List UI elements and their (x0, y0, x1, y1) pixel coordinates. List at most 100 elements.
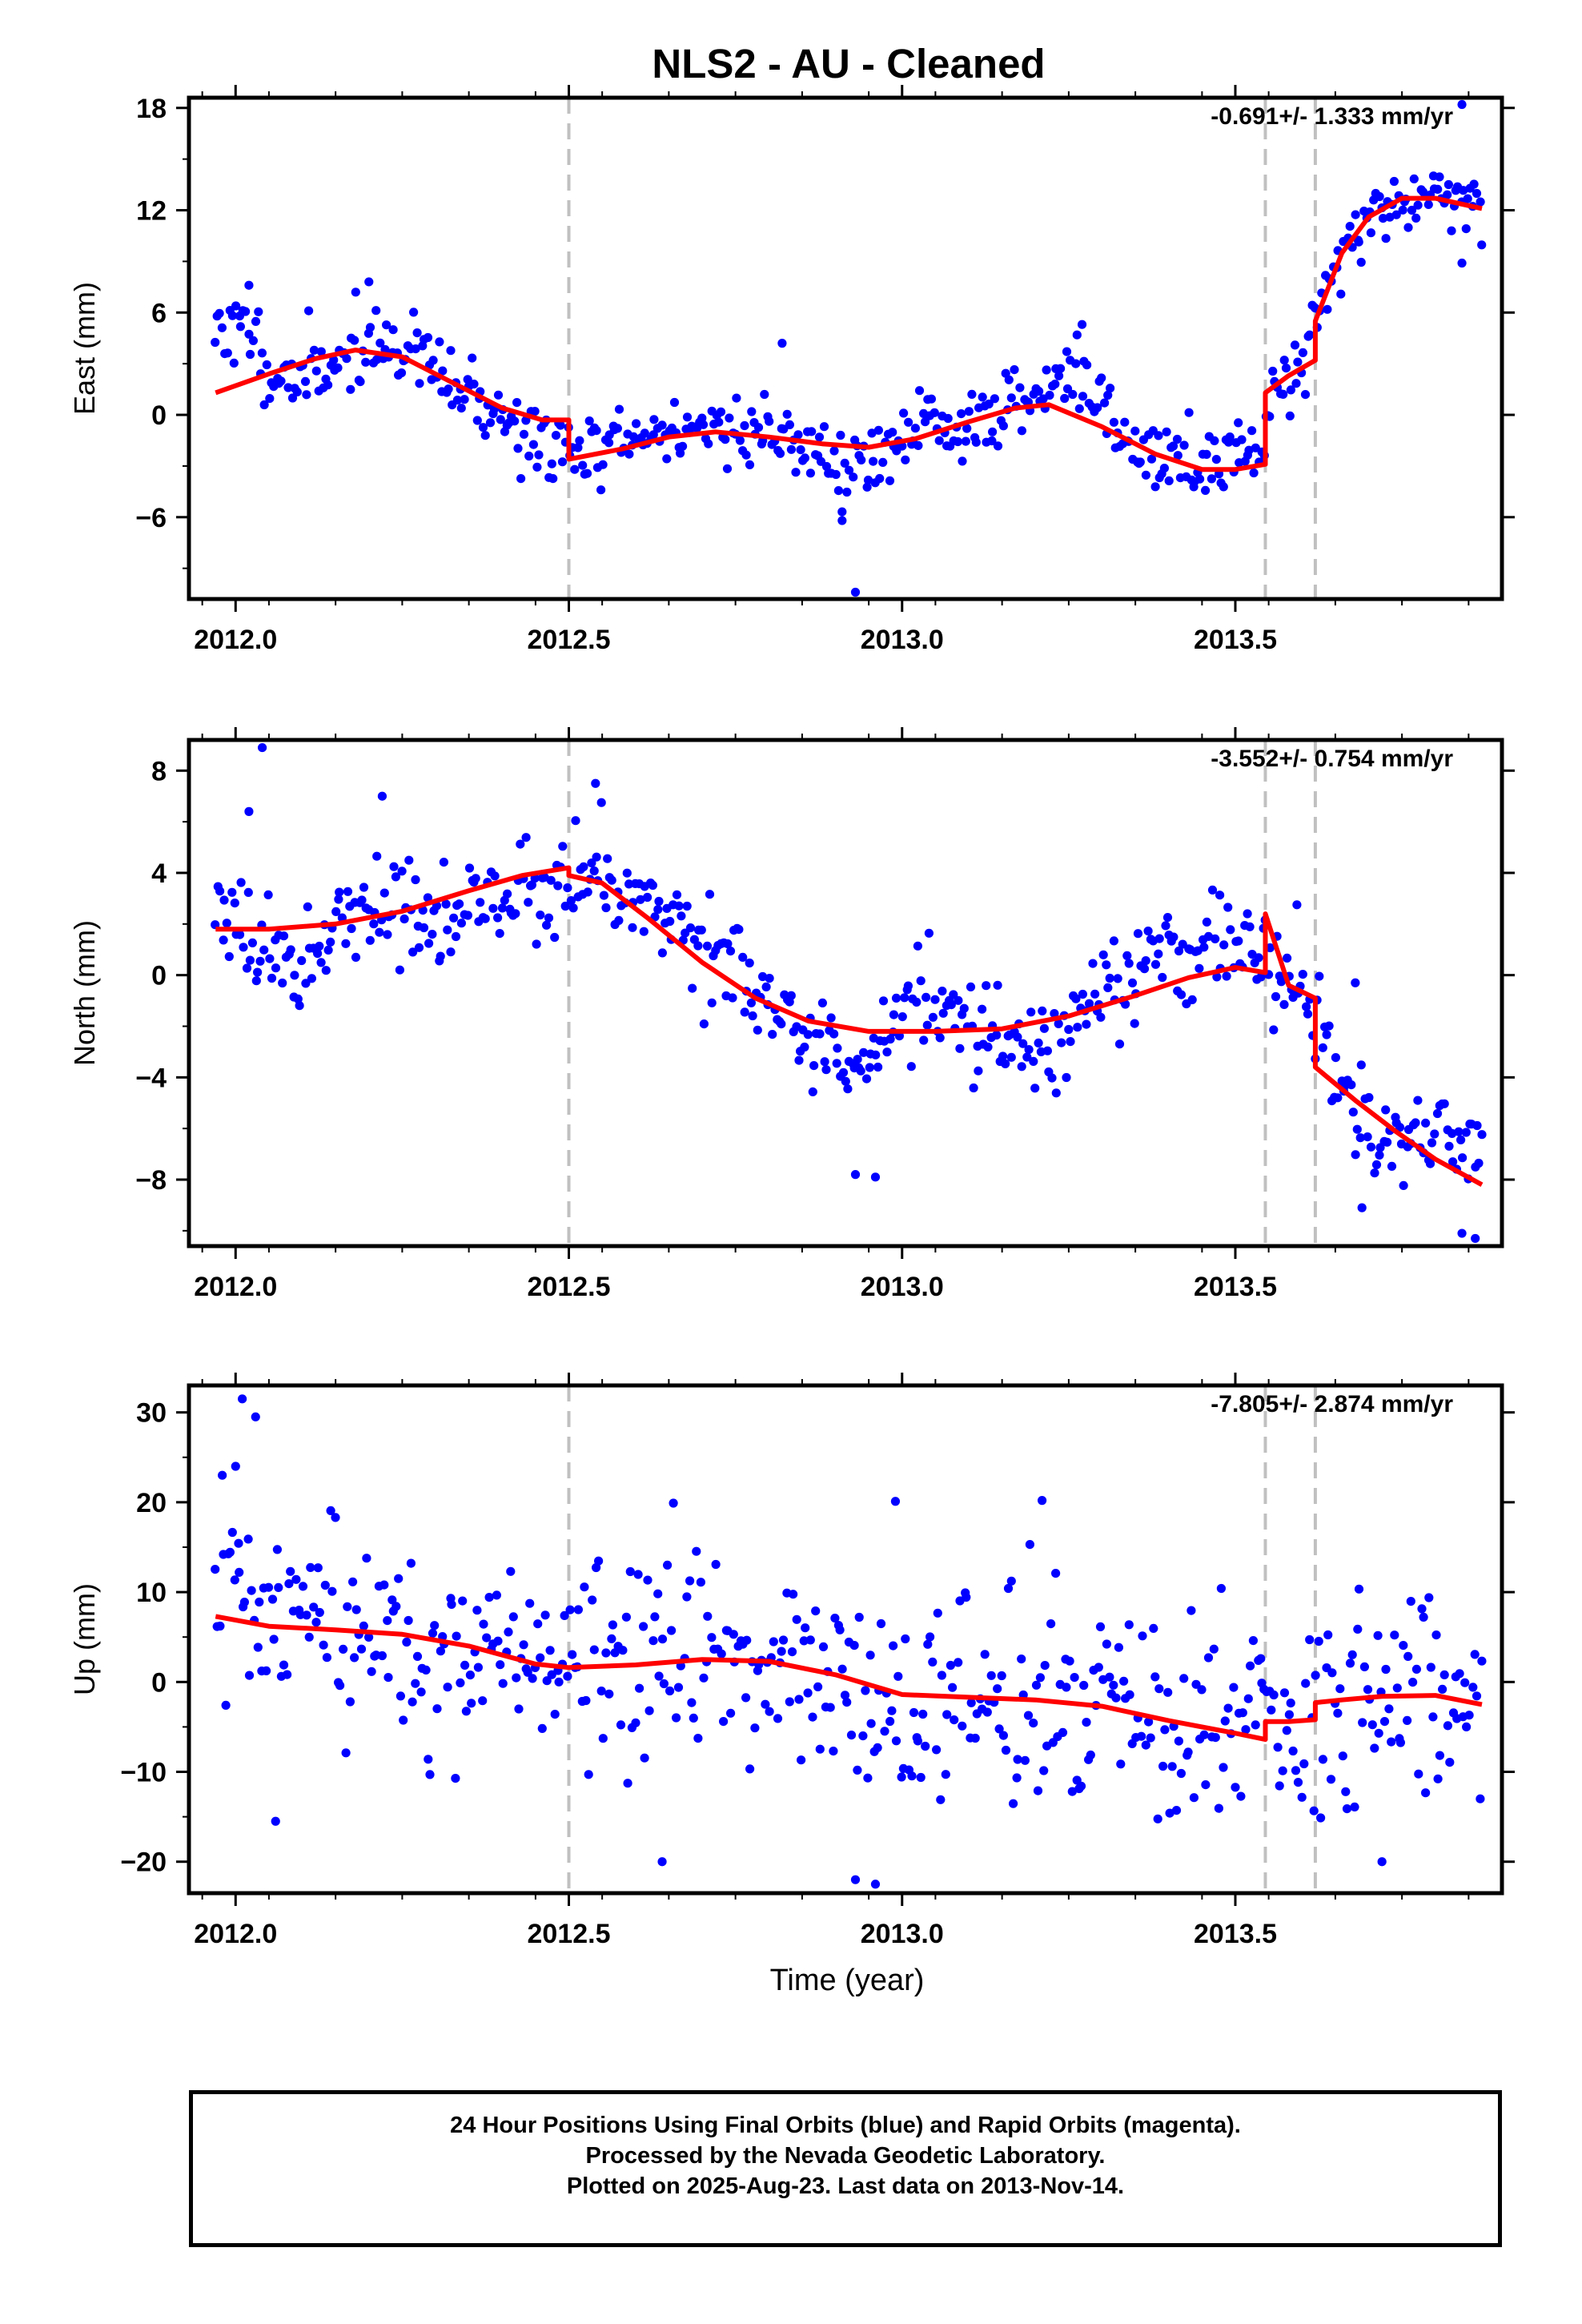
north-point (699, 1019, 709, 1029)
up-point (1282, 1726, 1291, 1735)
east-point (575, 436, 584, 445)
up-point (893, 1671, 903, 1681)
north-point (365, 935, 375, 945)
up-point (1342, 1804, 1352, 1814)
up-point (1345, 1659, 1355, 1668)
up-point (1171, 1806, 1182, 1815)
north-y-tick-label: 8 (151, 756, 167, 786)
up-point (458, 1596, 468, 1606)
up-point (815, 1744, 825, 1754)
north-point (803, 1030, 813, 1039)
up-point (1414, 1769, 1423, 1779)
north-point (1051, 1088, 1061, 1098)
up-point (1160, 1725, 1170, 1735)
east-point (292, 387, 302, 396)
north-point (674, 901, 684, 911)
east-point (211, 337, 220, 348)
up-point (665, 1686, 675, 1696)
up-point (1347, 1650, 1357, 1659)
north-point (1013, 1032, 1022, 1042)
north-point (596, 798, 606, 807)
north-point (550, 932, 560, 943)
up-point (274, 1582, 283, 1592)
north-point (331, 907, 341, 916)
north-point (982, 981, 991, 991)
north-point (571, 816, 580, 826)
north-point (267, 973, 277, 983)
north-point (1001, 1059, 1010, 1068)
north-point (921, 992, 931, 1002)
north-point (745, 958, 754, 968)
up-point (1341, 1787, 1351, 1796)
north-point (992, 1030, 1002, 1040)
up-point (1012, 1773, 1022, 1783)
up-point (1058, 1727, 1068, 1737)
north-point (1356, 1060, 1366, 1070)
east-point (1279, 356, 1289, 365)
up-point (1062, 1683, 1071, 1692)
up-point (1116, 1759, 1126, 1769)
north-point (1457, 1228, 1467, 1238)
up-point (1354, 1584, 1364, 1594)
up-point (933, 1608, 942, 1618)
east-point (777, 339, 787, 348)
up-point (1462, 1722, 1472, 1731)
north-point (323, 945, 333, 955)
up-point (1001, 1745, 1011, 1755)
up-point (1035, 1673, 1045, 1683)
east-point (725, 413, 734, 423)
north-point (224, 951, 234, 962)
up-point (589, 1645, 599, 1655)
up-point (1359, 1662, 1369, 1671)
up-point (901, 1634, 910, 1644)
east-point (423, 332, 433, 343)
up-point (621, 1612, 632, 1622)
north-point (343, 887, 353, 896)
east-point (257, 348, 267, 358)
up-point (640, 1753, 649, 1763)
up-point (1333, 1708, 1343, 1718)
up-point (406, 1558, 416, 1568)
info-line-plotted: Plotted on 2025-Aug-23. Last data on 201… (566, 2173, 1125, 2199)
up-point (1246, 1661, 1255, 1671)
north-point (227, 887, 237, 897)
north-point (278, 978, 287, 988)
east-point (782, 409, 792, 419)
up-point (765, 1707, 774, 1716)
up-point (1138, 1631, 1147, 1641)
up-point (1299, 1759, 1309, 1769)
north-point (1265, 943, 1275, 953)
east-point (513, 444, 523, 453)
east-point (1162, 427, 1171, 436)
up-point (654, 1671, 664, 1681)
north-point (841, 1076, 850, 1086)
north-point (1364, 1092, 1374, 1103)
up-point (1158, 1761, 1168, 1771)
north-point (295, 1001, 304, 1011)
north-point (563, 883, 572, 893)
east-rate-label: -0.691+/- 1.333 mm/yr (1211, 103, 1453, 130)
north-point (938, 1008, 948, 1018)
north-point (1245, 922, 1255, 931)
up-point (568, 1650, 577, 1659)
up-point (1468, 1683, 1478, 1692)
up-y-tick-label: 0 (151, 1667, 167, 1698)
north-point (639, 927, 648, 936)
up-point (1079, 1680, 1089, 1691)
up-point (648, 1636, 658, 1646)
up-point (1326, 1775, 1336, 1784)
east-point (1234, 418, 1243, 428)
north-point (826, 1013, 836, 1023)
east-point (722, 464, 733, 473)
east-data-points (211, 99, 1487, 597)
north-point (1039, 1023, 1049, 1033)
up-point (1350, 1802, 1359, 1811)
up-point (1417, 1604, 1427, 1614)
up-point (685, 1576, 695, 1586)
up-point (1199, 1730, 1209, 1739)
east-y-tick-label: 6 (151, 298, 167, 328)
up-point (359, 1621, 368, 1630)
north-point (1082, 1019, 1091, 1029)
up-point (322, 1653, 331, 1663)
north-point (1054, 1019, 1063, 1028)
